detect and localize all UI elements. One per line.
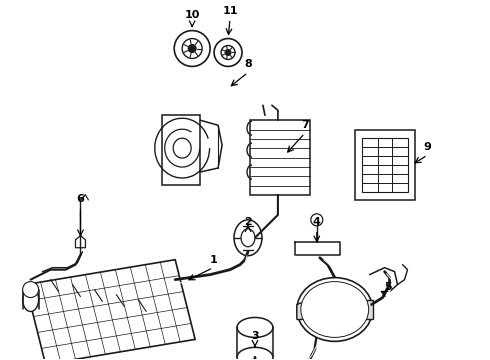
Text: 11: 11 (222, 6, 238, 15)
Text: 8: 8 (244, 59, 252, 69)
Text: 2: 2 (244, 217, 252, 227)
Text: 1: 1 (209, 255, 217, 265)
Ellipse shape (297, 278, 372, 341)
Ellipse shape (221, 45, 235, 59)
Ellipse shape (234, 220, 262, 256)
Polygon shape (360, 300, 372, 319)
Text: 9: 9 (423, 142, 431, 152)
Ellipse shape (237, 347, 273, 360)
Ellipse shape (182, 39, 202, 58)
Text: 6: 6 (76, 194, 84, 204)
Ellipse shape (327, 302, 343, 316)
Text: 7: 7 (301, 120, 309, 130)
Ellipse shape (225, 50, 231, 55)
Ellipse shape (237, 318, 273, 337)
Polygon shape (355, 130, 415, 200)
Polygon shape (25, 260, 195, 360)
Text: 5: 5 (384, 282, 392, 292)
Ellipse shape (241, 229, 255, 247)
Ellipse shape (313, 292, 357, 328)
Ellipse shape (188, 45, 196, 53)
Text: 4: 4 (313, 217, 321, 227)
Ellipse shape (301, 282, 368, 337)
Polygon shape (362, 138, 408, 192)
Ellipse shape (23, 288, 39, 311)
Ellipse shape (174, 31, 210, 67)
Polygon shape (250, 120, 310, 195)
Text: 10: 10 (184, 10, 200, 20)
Ellipse shape (311, 214, 323, 226)
Ellipse shape (214, 39, 242, 67)
Text: 3: 3 (251, 331, 259, 341)
Polygon shape (162, 115, 200, 185)
Polygon shape (297, 300, 310, 319)
Ellipse shape (23, 282, 39, 298)
